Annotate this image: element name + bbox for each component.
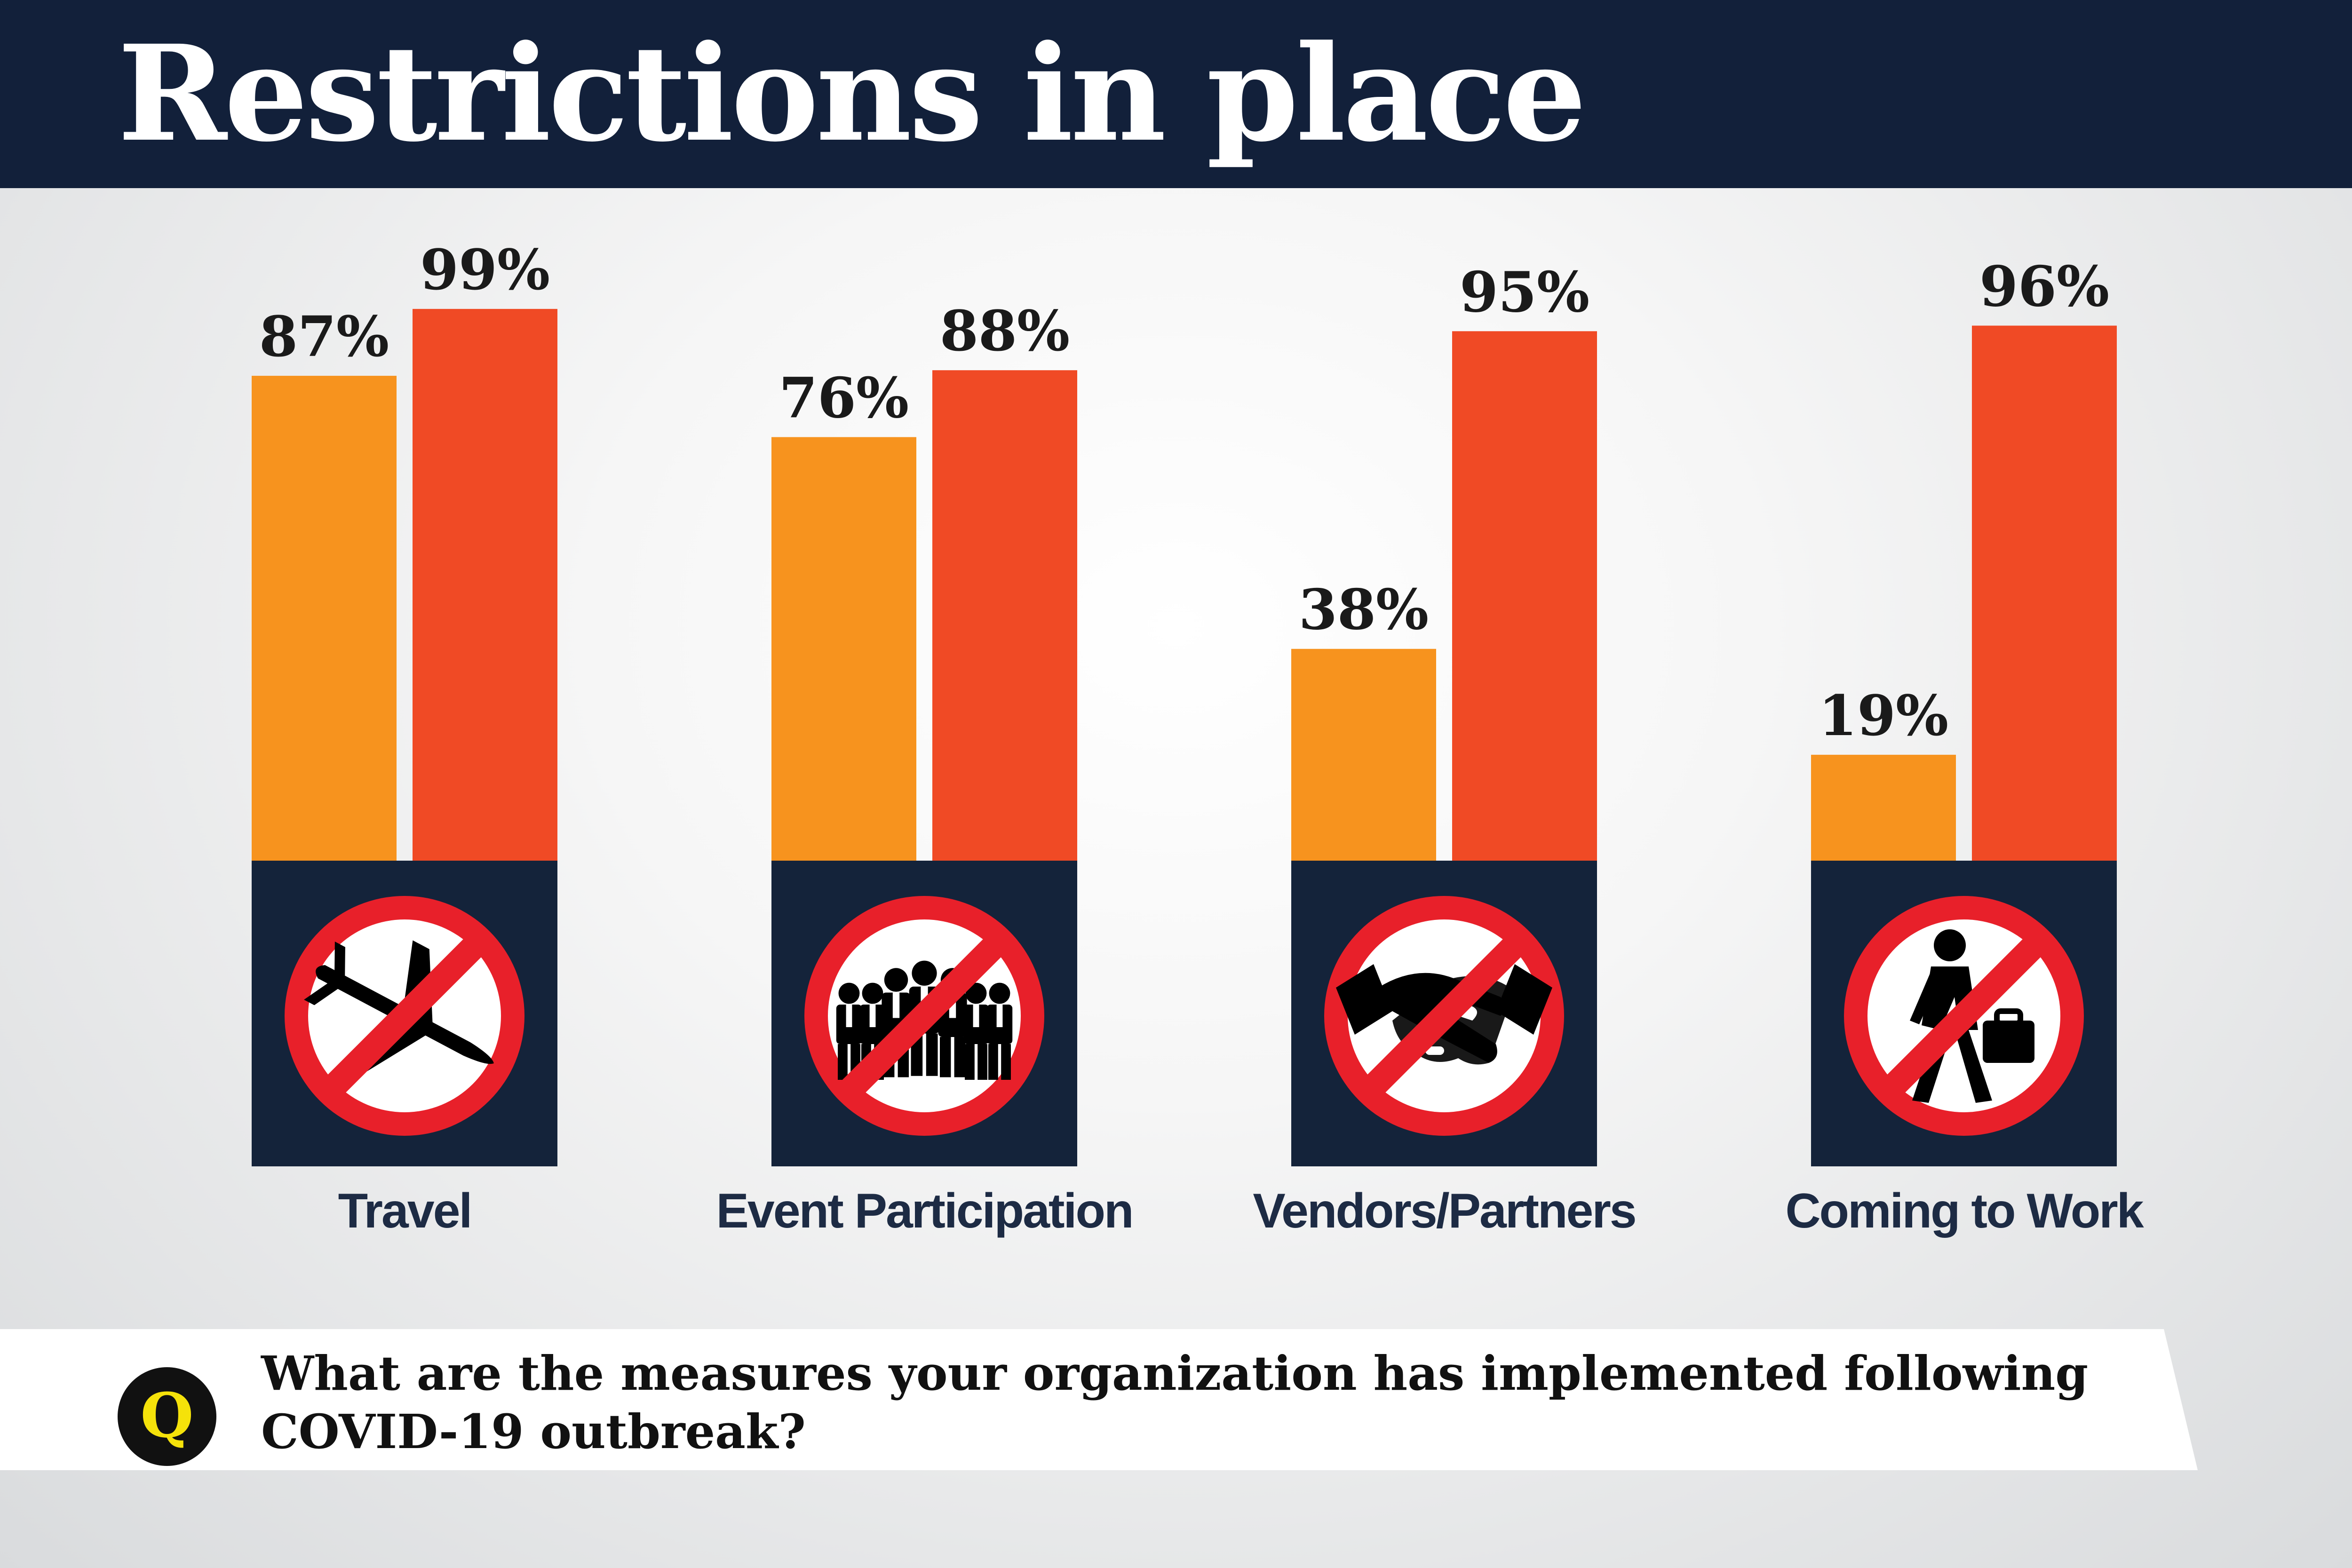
category-label-travel: Travel bbox=[338, 1184, 471, 1238]
prohibition-slash-vendors-partners bbox=[1359, 930, 1530, 1101]
bar-event-participation-series-1 bbox=[771, 437, 916, 861]
value-label-vendors-partners-series-1: 38% bbox=[1299, 577, 1429, 642]
question-line-1: What are the measures your organization … bbox=[261, 1346, 2089, 1401]
value-label-travel-series-1: 87% bbox=[259, 304, 389, 369]
value-label-event-participation-series-1: 76% bbox=[779, 365, 909, 430]
question-badge-icon: Q bbox=[118, 1367, 216, 1466]
value-label-travel-series-2: 99% bbox=[420, 237, 550, 302]
question-badge-letter: Q bbox=[140, 1379, 193, 1451]
category-label-event-participation: Event Participation bbox=[716, 1184, 1133, 1238]
bar-vendors-partners-series-2 bbox=[1452, 331, 1597, 861]
bar-event-participation-series-2 bbox=[932, 370, 1077, 861]
page-title: Restrictions in place bbox=[118, 16, 1587, 171]
header-banner bbox=[0, 0, 2352, 188]
category-label-vendors-partners: Vendors/Partners bbox=[1253, 1184, 1635, 1238]
prohibition-slash-travel bbox=[319, 930, 490, 1101]
value-label-vendors-partners-series-2: 95% bbox=[1460, 259, 1589, 325]
bar-travel-series-1 bbox=[252, 376, 397, 861]
question-text: What are the measures your organization … bbox=[261, 1344, 2143, 1461]
prohibition-slash-coming-to-work bbox=[1878, 930, 2050, 1101]
category-label-coming-to-work: Coming to Work bbox=[1785, 1184, 2144, 1238]
value-label-coming-to-work-series-2: 96% bbox=[1979, 253, 2109, 319]
bar-coming-to-work-series-1 bbox=[1811, 754, 1956, 861]
prohibition-slash-event-participation bbox=[839, 930, 1010, 1101]
value-label-event-participation-series-2: 88% bbox=[940, 298, 1070, 364]
question-banner bbox=[0, 1329, 2198, 1470]
bar-coming-to-work-series-2 bbox=[1972, 325, 2117, 861]
bar-vendors-partners-series-1 bbox=[1291, 649, 1436, 861]
bar-travel-series-2 bbox=[413, 309, 557, 861]
question-line-2: COVID-19 outbreak? bbox=[261, 1404, 806, 1459]
value-label-coming-to-work-series-1: 19% bbox=[1819, 683, 1948, 748]
